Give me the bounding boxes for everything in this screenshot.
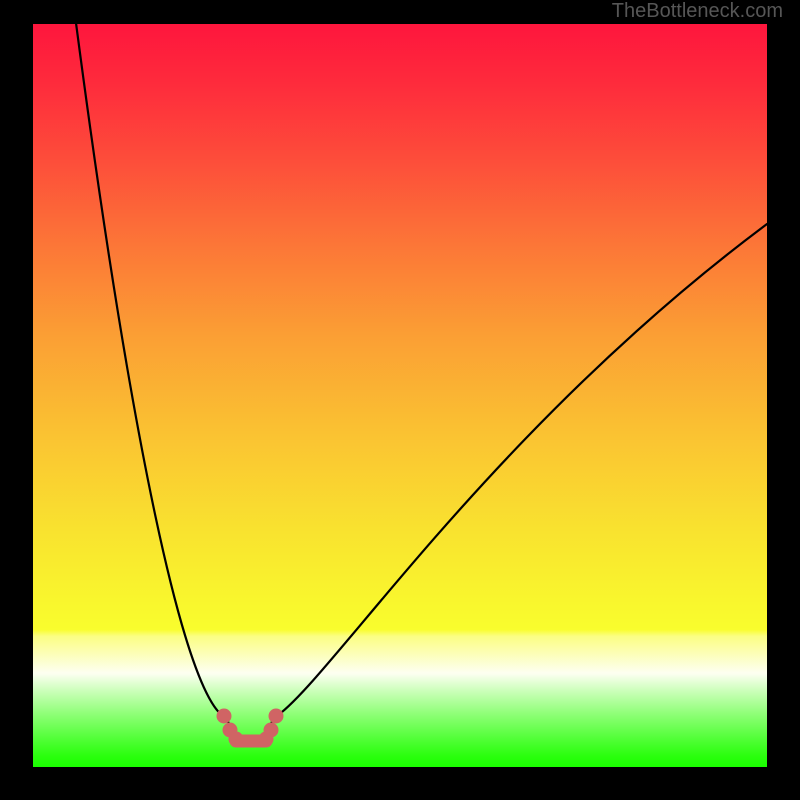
marker-dot	[229, 732, 244, 747]
marker-dot	[259, 732, 274, 747]
bottleneck-curve	[73, 0, 767, 742]
marker-dot	[269, 709, 284, 724]
chart-overlay	[0, 0, 800, 800]
watermark: TheBottleneck.com	[612, 0, 783, 23]
marker-dot	[217, 709, 232, 724]
